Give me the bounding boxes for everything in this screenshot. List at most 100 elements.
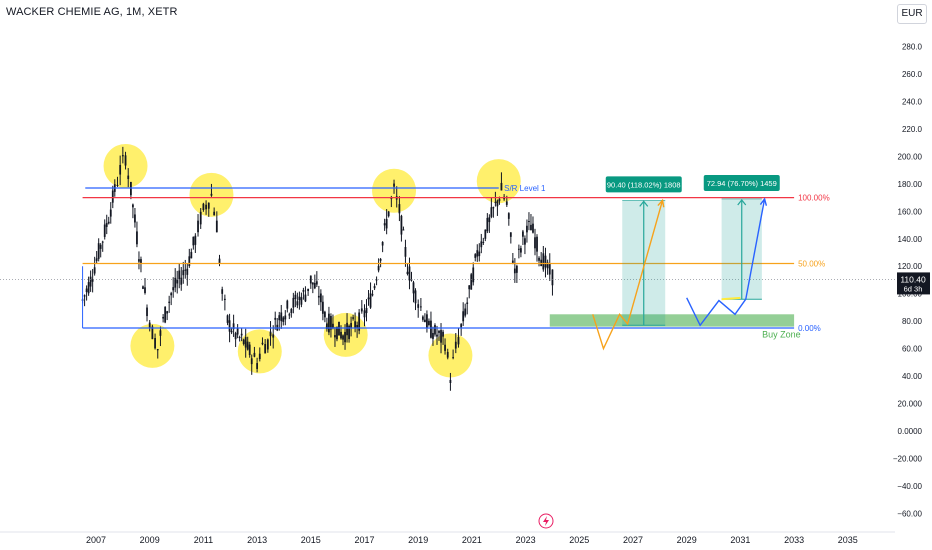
candle-body: [228, 320, 231, 332]
candle-body: [197, 220, 199, 233]
currency-button[interactable]: EUR: [897, 4, 927, 24]
candle-body: [371, 294, 374, 296]
candle-body: [482, 241, 485, 243]
candle-body: [188, 256, 191, 267]
y-tick-label: 220.0: [902, 125, 923, 134]
candle-body: [186, 268, 189, 275]
candle-body: [190, 251, 193, 259]
candle-body: [444, 344, 446, 351]
candle-body: [213, 211, 216, 216]
candle-body: [534, 237, 536, 249]
candle-body: [111, 190, 114, 203]
candle-body: [266, 339, 269, 350]
candle-body: [332, 323, 334, 329]
candle-body: [532, 223, 534, 233]
y-tick-label: −60.00: [897, 509, 922, 518]
candle-body: [85, 288, 88, 292]
projection-badge: [703, 174, 780, 191]
candle-body: [505, 201, 508, 205]
candle-body: [234, 333, 237, 340]
candle-body: [246, 341, 249, 350]
candle-body: [340, 331, 342, 339]
candle-body: [402, 229, 405, 231]
y-tick-label: 160.00: [898, 207, 923, 216]
drawing-overlays: 100.00% 50.00% 0.00% S/R Level 1 Buy Zone 90.…: [0, 174, 895, 529]
candle-body: [365, 307, 368, 314]
x-tick-label: 2015: [301, 535, 321, 545]
candle-body: [250, 358, 253, 365]
candlestick-series: [81, 144, 554, 391]
candle-body: [511, 260, 514, 263]
x-tick-label: 2025: [569, 535, 589, 545]
candle-body: [348, 325, 350, 340]
candle-body: [119, 165, 122, 175]
candle-body: [304, 294, 307, 302]
fib-50-label: 50.00%: [798, 259, 825, 268]
candle-body: [424, 319, 426, 323]
candle-body: [522, 231, 524, 237]
candle-body: [330, 315, 332, 330]
candle-body: [494, 201, 497, 203]
candle-body: [164, 306, 167, 323]
candle-body: [528, 221, 530, 223]
candle-body: [454, 341, 457, 349]
candle-body: [513, 268, 516, 274]
y-axis: 280.0 260.0 240.0 220.0 200.00 180.00 160.00 14…: [893, 43, 930, 518]
highlight-circle: [476, 159, 521, 204]
candle-body: [156, 349, 159, 351]
candle-body: [105, 223, 108, 227]
candle-body: [480, 241, 483, 248]
candle-body: [230, 330, 233, 333]
candle-body: [466, 302, 469, 305]
candle-body: [381, 242, 384, 246]
candle-body: [294, 294, 297, 299]
candle-body: [256, 363, 258, 369]
candle-body: [202, 203, 205, 211]
candle-body: [103, 224, 106, 237]
candle-body: [124, 155, 127, 166]
candle-body: [89, 276, 92, 287]
candle-body: [83, 295, 86, 297]
candle-body: [170, 293, 173, 296]
candle-body: [509, 232, 512, 237]
candle-body: [134, 214, 136, 223]
x-tick-label: 2011: [194, 535, 213, 545]
candle-body: [507, 213, 510, 219]
candle-body: [284, 315, 287, 320]
candle-body: [350, 323, 352, 328]
candle-body: [269, 331, 272, 337]
y-tick-label: 260.0: [902, 70, 923, 79]
candle-body: [352, 317, 354, 319]
candle-body: [146, 307, 148, 317]
candle-body: [346, 322, 348, 336]
candle-body: [358, 312, 361, 331]
projection-badge-text: 72.94 (76.70%) 1459: [707, 179, 777, 188]
candle-body: [520, 248, 522, 253]
candle-body: [130, 181, 132, 196]
candle-body: [373, 286, 376, 289]
candle-body: [438, 330, 440, 333]
candle-body: [434, 325, 436, 335]
x-tick-label: 2035: [838, 535, 858, 545]
candle-body: [338, 321, 340, 336]
candle-body: [410, 279, 413, 281]
candle-body: [107, 221, 110, 224]
blue-path: [686, 198, 766, 327]
candle-body: [253, 352, 256, 357]
candle-body: [199, 211, 202, 225]
candle-body: [452, 357, 455, 359]
candle-body: [168, 301, 171, 303]
candle-body: [132, 204, 134, 208]
projection-badge: [605, 176, 682, 193]
x-tick-label: 2027: [623, 535, 643, 545]
candle-body: [138, 259, 140, 262]
candle-body: [205, 204, 207, 210]
candle-body: [317, 295, 320, 298]
candle-body: [91, 279, 94, 282]
support-0-label: 0.00%: [798, 324, 821, 333]
candle-body: [436, 334, 438, 337]
blue-arrowhead: [759, 197, 768, 206]
candle-body: [144, 287, 146, 293]
bar-countdown: 6d 3h: [904, 284, 923, 293]
